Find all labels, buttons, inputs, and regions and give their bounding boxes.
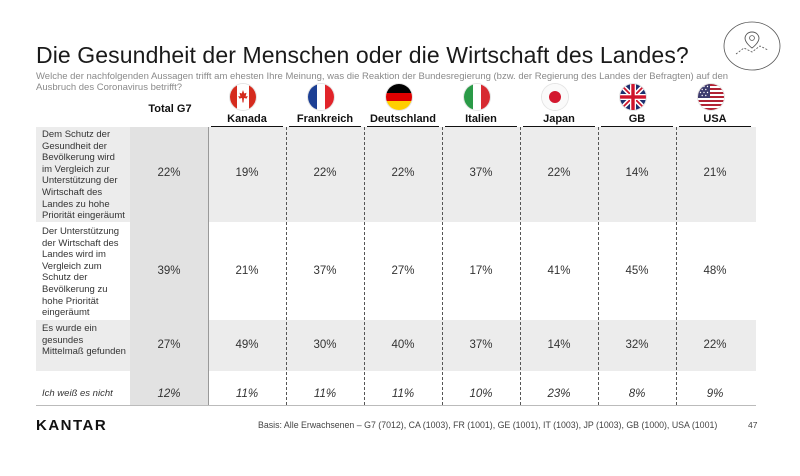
location-map-icon bbox=[723, 21, 781, 71]
column-divider bbox=[364, 127, 365, 405]
cell-ca-row-2: 21% bbox=[235, 265, 259, 277]
cell-gb-row-3: 32% bbox=[625, 339, 649, 351]
row-label-balance: Es wurde ein gesundes Mittelmaß gefunden bbox=[42, 323, 126, 358]
column-header-kanada: Kanada bbox=[227, 113, 267, 125]
canada-flag-icon bbox=[230, 84, 256, 110]
header-underline bbox=[211, 126, 283, 127]
cell-us-row-4: 9% bbox=[706, 388, 724, 400]
cell-fr-row-2: 37% bbox=[313, 265, 337, 277]
column-divider bbox=[676, 127, 677, 405]
page-number: 47 bbox=[748, 420, 758, 430]
cell-jp-row-4: 23% bbox=[547, 388, 571, 400]
column-header-japan: Japan bbox=[543, 113, 575, 125]
cell-total-row-4: 12% bbox=[157, 388, 181, 400]
header-underline bbox=[679, 126, 751, 127]
row-label-dont-know: Ich weiß es nicht bbox=[42, 388, 113, 399]
column-header-gb: GB bbox=[628, 113, 646, 125]
header-underline bbox=[367, 126, 439, 127]
column-header-frankreich: Frankreich bbox=[296, 113, 354, 125]
total-column-highlight bbox=[130, 127, 208, 405]
cell-ca-row-3: 49% bbox=[235, 339, 259, 351]
column-header-deutschland: Deutschland bbox=[369, 113, 436, 125]
header-underline bbox=[601, 126, 673, 127]
cell-ca-row-1: 19% bbox=[235, 167, 259, 179]
uk-flag-icon bbox=[620, 84, 646, 110]
cell-it-row-3: 37% bbox=[469, 339, 493, 351]
header-underline bbox=[445, 126, 517, 127]
base-footnote: Basis: Alle Erwachsenen – G7 (7012), CA … bbox=[258, 420, 718, 430]
cell-gb-row-1: 14% bbox=[625, 167, 649, 179]
cell-de-row-1: 22% bbox=[391, 167, 415, 179]
germany-flag-icon bbox=[386, 84, 412, 110]
question-subtitle: Welche der nachfolgenden Aussagen trifft… bbox=[36, 71, 729, 93]
column-divider bbox=[520, 127, 521, 405]
kantar-logo: KANTAR bbox=[36, 417, 108, 434]
cell-it-row-1: 37% bbox=[469, 167, 493, 179]
row-label-economy-priority: Der Unterstützung der Wirtschaft des Lan… bbox=[42, 226, 120, 319]
cell-total-row-2: 39% bbox=[157, 265, 181, 277]
cell-us-row-2: 48% bbox=[703, 265, 727, 277]
italy-flag-icon bbox=[464, 84, 490, 110]
column-divider bbox=[598, 127, 599, 405]
page-title: Die Gesundheit der Menschen oder die Wir… bbox=[36, 42, 689, 68]
cell-fr-row-1: 22% bbox=[313, 167, 337, 179]
cell-total-row-1: 22% bbox=[157, 167, 181, 179]
cell-ca-row-4: 11% bbox=[235, 388, 259, 400]
column-divider bbox=[286, 127, 287, 405]
cell-us-row-3: 22% bbox=[703, 339, 727, 351]
header-underline bbox=[289, 126, 361, 127]
table-bottom-rule bbox=[36, 405, 756, 406]
usa-flag-icon bbox=[698, 84, 724, 110]
cell-de-row-3: 40% bbox=[391, 339, 415, 351]
row-label-health-priority: Dem Schutz der Gesundheit der Bevölkerun… bbox=[42, 129, 125, 222]
cell-total-row-3: 27% bbox=[157, 339, 181, 351]
cell-de-row-4: 11% bbox=[391, 388, 415, 400]
cell-jp-row-2: 41% bbox=[547, 265, 571, 277]
cell-fr-row-3: 30% bbox=[313, 339, 337, 351]
cell-it-row-4: 10% bbox=[469, 388, 493, 400]
cell-gb-row-2: 45% bbox=[625, 265, 649, 277]
cell-gb-row-4: 8% bbox=[628, 388, 646, 400]
column-header-italien: Italien bbox=[465, 113, 497, 125]
cell-jp-row-3: 14% bbox=[547, 339, 571, 351]
column-divider bbox=[208, 127, 209, 405]
cell-de-row-2: 27% bbox=[391, 265, 415, 277]
cell-fr-row-4: 11% bbox=[313, 388, 337, 400]
cell-us-row-1: 21% bbox=[703, 167, 727, 179]
cell-it-row-2: 17% bbox=[469, 265, 493, 277]
france-flag-icon bbox=[308, 84, 334, 110]
cell-jp-row-1: 22% bbox=[547, 167, 571, 179]
column-header-usa: USA bbox=[703, 113, 727, 125]
header-underline bbox=[523, 126, 595, 127]
japan-flag-icon bbox=[542, 84, 568, 110]
column-divider bbox=[442, 127, 443, 405]
column-header-total: Total G7 bbox=[148, 103, 192, 115]
